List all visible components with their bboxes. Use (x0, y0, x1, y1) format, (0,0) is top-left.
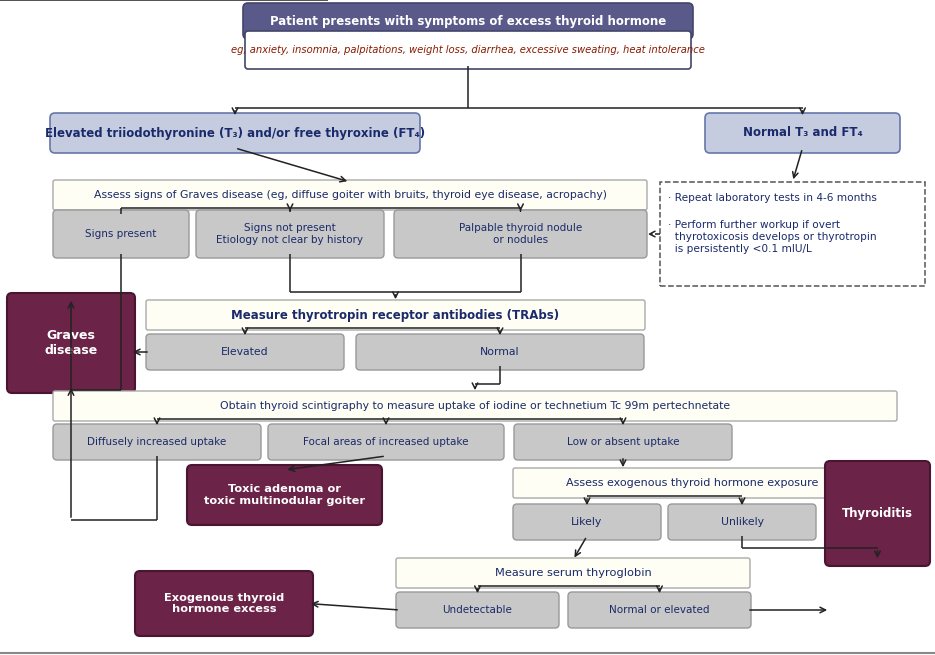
Text: Obtain thyroid scintigraphy to measure uptake of iodine or technetium Tc 99m per: Obtain thyroid scintigraphy to measure u… (220, 401, 730, 411)
FancyBboxPatch shape (705, 113, 900, 153)
FancyBboxPatch shape (196, 210, 384, 258)
Text: Elevated: Elevated (222, 347, 269, 357)
Bar (660, 182, 925, 286)
Text: Unlikely: Unlikely (721, 517, 764, 527)
Text: Palpable thyroid nodule
or nodules: Palpable thyroid nodule or nodules (459, 223, 583, 245)
FancyBboxPatch shape (7, 293, 135, 393)
Text: Measure serum thyroglobin: Measure serum thyroglobin (495, 568, 652, 578)
Text: Normal: Normal (481, 347, 520, 357)
FancyBboxPatch shape (243, 3, 693, 39)
Text: Exogenous thyroid
hormone excess: Exogenous thyroid hormone excess (164, 593, 284, 614)
FancyBboxPatch shape (245, 31, 691, 69)
FancyBboxPatch shape (53, 180, 647, 210)
FancyBboxPatch shape (356, 334, 644, 370)
Text: Focal areas of increased uptake: Focal areas of increased uptake (303, 437, 468, 447)
FancyBboxPatch shape (513, 504, 661, 540)
Text: Measure thyrotropin receptor antibodies (TRAbs): Measure thyrotropin receptor antibodies … (232, 309, 559, 322)
FancyBboxPatch shape (668, 504, 816, 540)
FancyBboxPatch shape (513, 468, 872, 498)
FancyBboxPatch shape (568, 592, 751, 628)
FancyBboxPatch shape (146, 334, 344, 370)
FancyBboxPatch shape (396, 558, 750, 588)
FancyBboxPatch shape (53, 424, 261, 460)
FancyBboxPatch shape (396, 592, 559, 628)
Text: Signs not present
Etiology not clear by history: Signs not present Etiology not clear by … (217, 223, 364, 245)
FancyBboxPatch shape (514, 424, 732, 460)
FancyBboxPatch shape (825, 461, 930, 566)
Text: Assess exogenous thyroid hormone exposure: Assess exogenous thyroid hormone exposur… (567, 478, 819, 488)
FancyBboxPatch shape (53, 391, 897, 421)
Text: eg, anxiety, insomnia, palpitations, weight loss, diarrhea, excessive sweating, : eg, anxiety, insomnia, palpitations, wei… (231, 45, 705, 55)
Text: · Perform further workup if overt
  thyrotoxicosis develops or thyrotropin
  is : · Perform further workup if overt thyrot… (668, 220, 877, 253)
Text: Thyroiditis: Thyroiditis (842, 507, 913, 520)
FancyBboxPatch shape (268, 424, 504, 460)
Text: Graves
disease: Graves disease (44, 329, 97, 357)
FancyBboxPatch shape (146, 300, 645, 330)
FancyBboxPatch shape (394, 210, 647, 258)
Text: Normal or elevated: Normal or elevated (610, 605, 710, 615)
Text: Elevated triiodothyronine (T₃) and/or free thyroxine (FT₄): Elevated triiodothyronine (T₃) and/or fr… (45, 126, 425, 140)
FancyBboxPatch shape (135, 571, 313, 636)
Text: Assess signs of Graves disease (eg, diffuse goiter with bruits, thyroid eye dise: Assess signs of Graves disease (eg, diff… (94, 190, 607, 200)
Text: · Repeat laboratory tests in 4-6 months: · Repeat laboratory tests in 4-6 months (668, 193, 877, 203)
FancyBboxPatch shape (50, 113, 420, 153)
Text: Undetectable: Undetectable (442, 605, 512, 615)
Text: Patient presents with symptoms of excess thyroid hormone: Patient presents with symptoms of excess… (270, 14, 666, 28)
Text: Toxic adenoma or
toxic multinodular goiter: Toxic adenoma or toxic multinodular goit… (204, 484, 365, 506)
Text: Normal T₃ and FT₄: Normal T₃ and FT₄ (742, 126, 862, 140)
FancyBboxPatch shape (187, 465, 382, 525)
Text: Diffusely increased uptake: Diffusely increased uptake (87, 437, 226, 447)
FancyBboxPatch shape (53, 210, 189, 258)
Text: Signs present: Signs present (85, 229, 157, 239)
Text: Low or absent uptake: Low or absent uptake (567, 437, 679, 447)
Text: Likely: Likely (571, 517, 603, 527)
